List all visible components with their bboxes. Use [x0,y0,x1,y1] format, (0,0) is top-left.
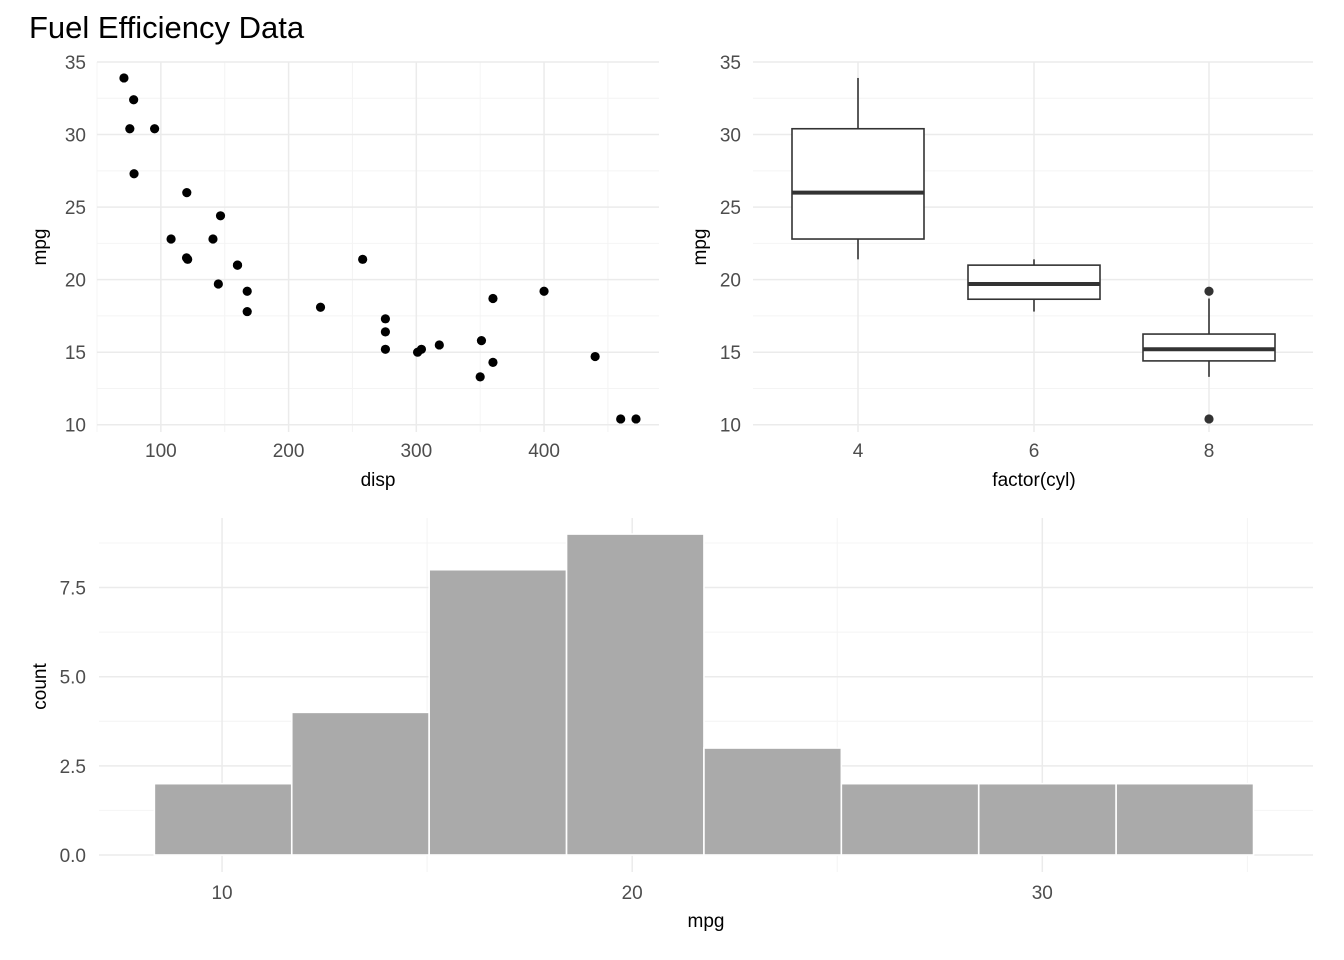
scatter-point [631,414,641,424]
scatter-point [150,124,160,134]
x-axis-title: mpg [688,911,725,932]
y-axis-title: count [30,663,51,710]
y-tick-label: 10 [65,416,86,437]
y-tick-label: 15 [720,343,741,364]
x-tick-label: 200 [273,441,305,462]
x-tick-label: 100 [145,441,177,462]
scatter-point [380,327,391,337]
scatter-point [182,187,192,198]
scatter-point [242,306,252,317]
scatter-point [488,357,498,367]
y-axis-title: mpg [30,229,51,266]
histogram-panel: 0.0 2.5 5.0 7.5 10 20 30 mpg count [30,518,1313,932]
y-tick-label: 20 [65,271,86,292]
y-tick-label: 10 [720,416,741,437]
histogram-bar [428,568,568,856]
x-tick-label: 300 [400,441,432,462]
histogram-bar [1115,782,1255,856]
scatter-point [125,124,135,134]
y-tick-label: 5.0 [60,668,86,689]
x-tick-label: 6 [1029,441,1040,462]
scatter-point [183,254,193,264]
y-tick-label: 35 [720,53,741,74]
scatter-point [380,344,391,354]
scatter-point [242,286,252,296]
y-axis-title: mpg [690,229,711,266]
y-tick-label: 7.5 [60,579,86,600]
page-title: Fuel Efficiency Data [29,10,305,45]
scatter-point [475,372,485,382]
scatter-point [315,302,326,312]
y-tick-label: 0.0 [60,846,86,867]
x-tick-label: 20 [622,883,643,904]
scatter-point [232,260,243,270]
y-tick-label: 25 [65,198,86,219]
histogram-bar [290,711,430,856]
scatter-point [488,293,498,304]
scatter-point [590,351,600,362]
y-tick-label: 15 [65,343,86,364]
scatter-point [129,95,139,105]
y-tick-label: 30 [720,126,741,147]
histogram-bar [840,782,980,856]
x-tick-label: 30 [1032,883,1053,904]
y-tick-label: 30 [65,126,86,147]
boxplot-panel: 10 15 20 25 30 35 4 6 8 factor(cyl) mpg [690,53,1313,491]
y-tick-label: 35 [65,53,86,74]
x-axis-title: factor(cyl) [992,470,1075,491]
scatter-point [412,347,423,357]
y-tick-label: 2.5 [60,757,86,778]
box-iqr [791,127,925,240]
x-axis-title: disp [361,470,396,491]
y-tick-label: 20 [720,271,741,292]
scatter-point [434,340,444,350]
box-outlier [1204,414,1214,424]
x-tick-label: 10 [211,883,232,904]
scatter-point [616,414,626,424]
x-tick-label: 4 [853,441,864,462]
box-outlier [1204,286,1214,296]
histogram-bar [153,782,293,856]
x-tick-label: 8 [1204,441,1215,462]
y-tick-label: 25 [720,198,741,219]
scatter-point [476,335,487,346]
scatter-panel: 10 15 20 25 30 35 100 200 300 400 disp mpg [30,53,659,491]
histogram-bar [565,533,705,856]
histogram-bar [977,782,1117,856]
scatter-point [215,211,226,221]
histogram-bar [703,747,843,856]
scatter-point [539,286,549,296]
scatter-point [119,73,129,83]
scatter-point [380,314,391,324]
scatter-point [208,234,218,244]
scatter-point [213,279,223,289]
scatter-point [166,234,176,244]
x-tick-label: 400 [528,441,560,462]
scatter-point [358,254,368,264]
scatter-point [129,169,139,179]
